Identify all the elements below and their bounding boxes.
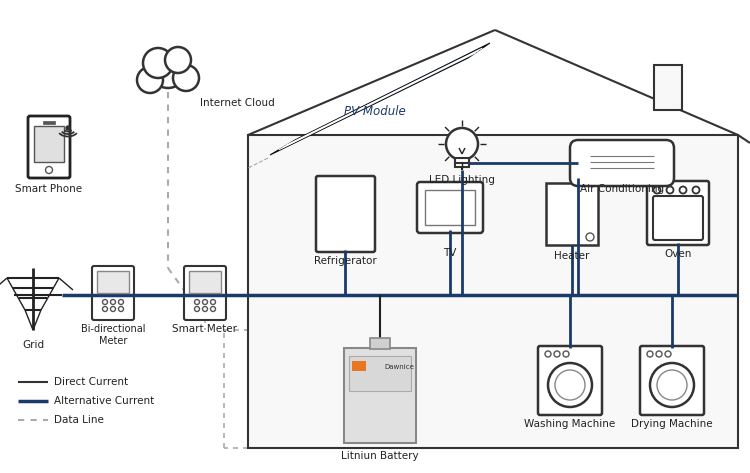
Text: Bi-directional
Meter: Bi-directional Meter: [81, 324, 146, 346]
Bar: [370, 338, 390, 349]
Text: Air Conditioning: Air Conditioning: [580, 184, 664, 194]
FancyBboxPatch shape: [92, 266, 134, 320]
Text: Litniun Battery: Litniun Battery: [341, 451, 418, 461]
FancyBboxPatch shape: [184, 266, 226, 320]
Text: Direct Current: Direct Current: [54, 377, 128, 387]
FancyBboxPatch shape: [28, 116, 70, 178]
Circle shape: [173, 65, 199, 91]
Bar: [140, 78, 196, 92]
Text: Washing Machine: Washing Machine: [524, 419, 616, 429]
Circle shape: [66, 126, 70, 130]
Bar: [349, 356, 411, 391]
Text: TV: TV: [443, 248, 457, 258]
Text: Smart Phone: Smart Phone: [16, 184, 82, 194]
Text: Heater: Heater: [554, 251, 590, 261]
FancyBboxPatch shape: [538, 346, 602, 415]
Bar: [97, 271, 129, 293]
Bar: [455, 158, 469, 164]
Text: Alternative Current: Alternative Current: [54, 396, 154, 406]
Text: Drying Machine: Drying Machine: [632, 419, 712, 429]
FancyBboxPatch shape: [640, 346, 704, 415]
Text: PV Module: PV Module: [344, 105, 406, 118]
Circle shape: [165, 47, 191, 73]
Text: LED Lighting: LED Lighting: [429, 175, 495, 185]
Bar: [344, 348, 416, 443]
Bar: [34, 126, 64, 162]
Circle shape: [137, 67, 163, 93]
Text: Dawnice: Dawnice: [384, 364, 414, 370]
Bar: [546, 183, 598, 245]
Circle shape: [143, 48, 173, 78]
Polygon shape: [270, 43, 490, 155]
Text: Refrigerator: Refrigerator: [314, 256, 376, 266]
Text: Smart Meter: Smart Meter: [172, 324, 238, 334]
Bar: [654, 65, 682, 110]
Bar: [189, 271, 221, 293]
FancyBboxPatch shape: [647, 181, 709, 245]
Bar: [352, 361, 366, 371]
Circle shape: [150, 52, 186, 88]
FancyBboxPatch shape: [417, 182, 483, 233]
FancyBboxPatch shape: [316, 176, 375, 252]
Circle shape: [446, 128, 478, 160]
Text: Data Line: Data Line: [54, 415, 104, 425]
Text: Oven: Oven: [664, 249, 692, 259]
Bar: [455, 163, 469, 167]
Bar: [425, 190, 475, 225]
Bar: [248, 135, 738, 448]
Bar: [43, 121, 55, 123]
FancyBboxPatch shape: [570, 140, 674, 186]
Text: Internet Cloud: Internet Cloud: [200, 98, 274, 108]
Text: Grid: Grid: [22, 340, 44, 350]
